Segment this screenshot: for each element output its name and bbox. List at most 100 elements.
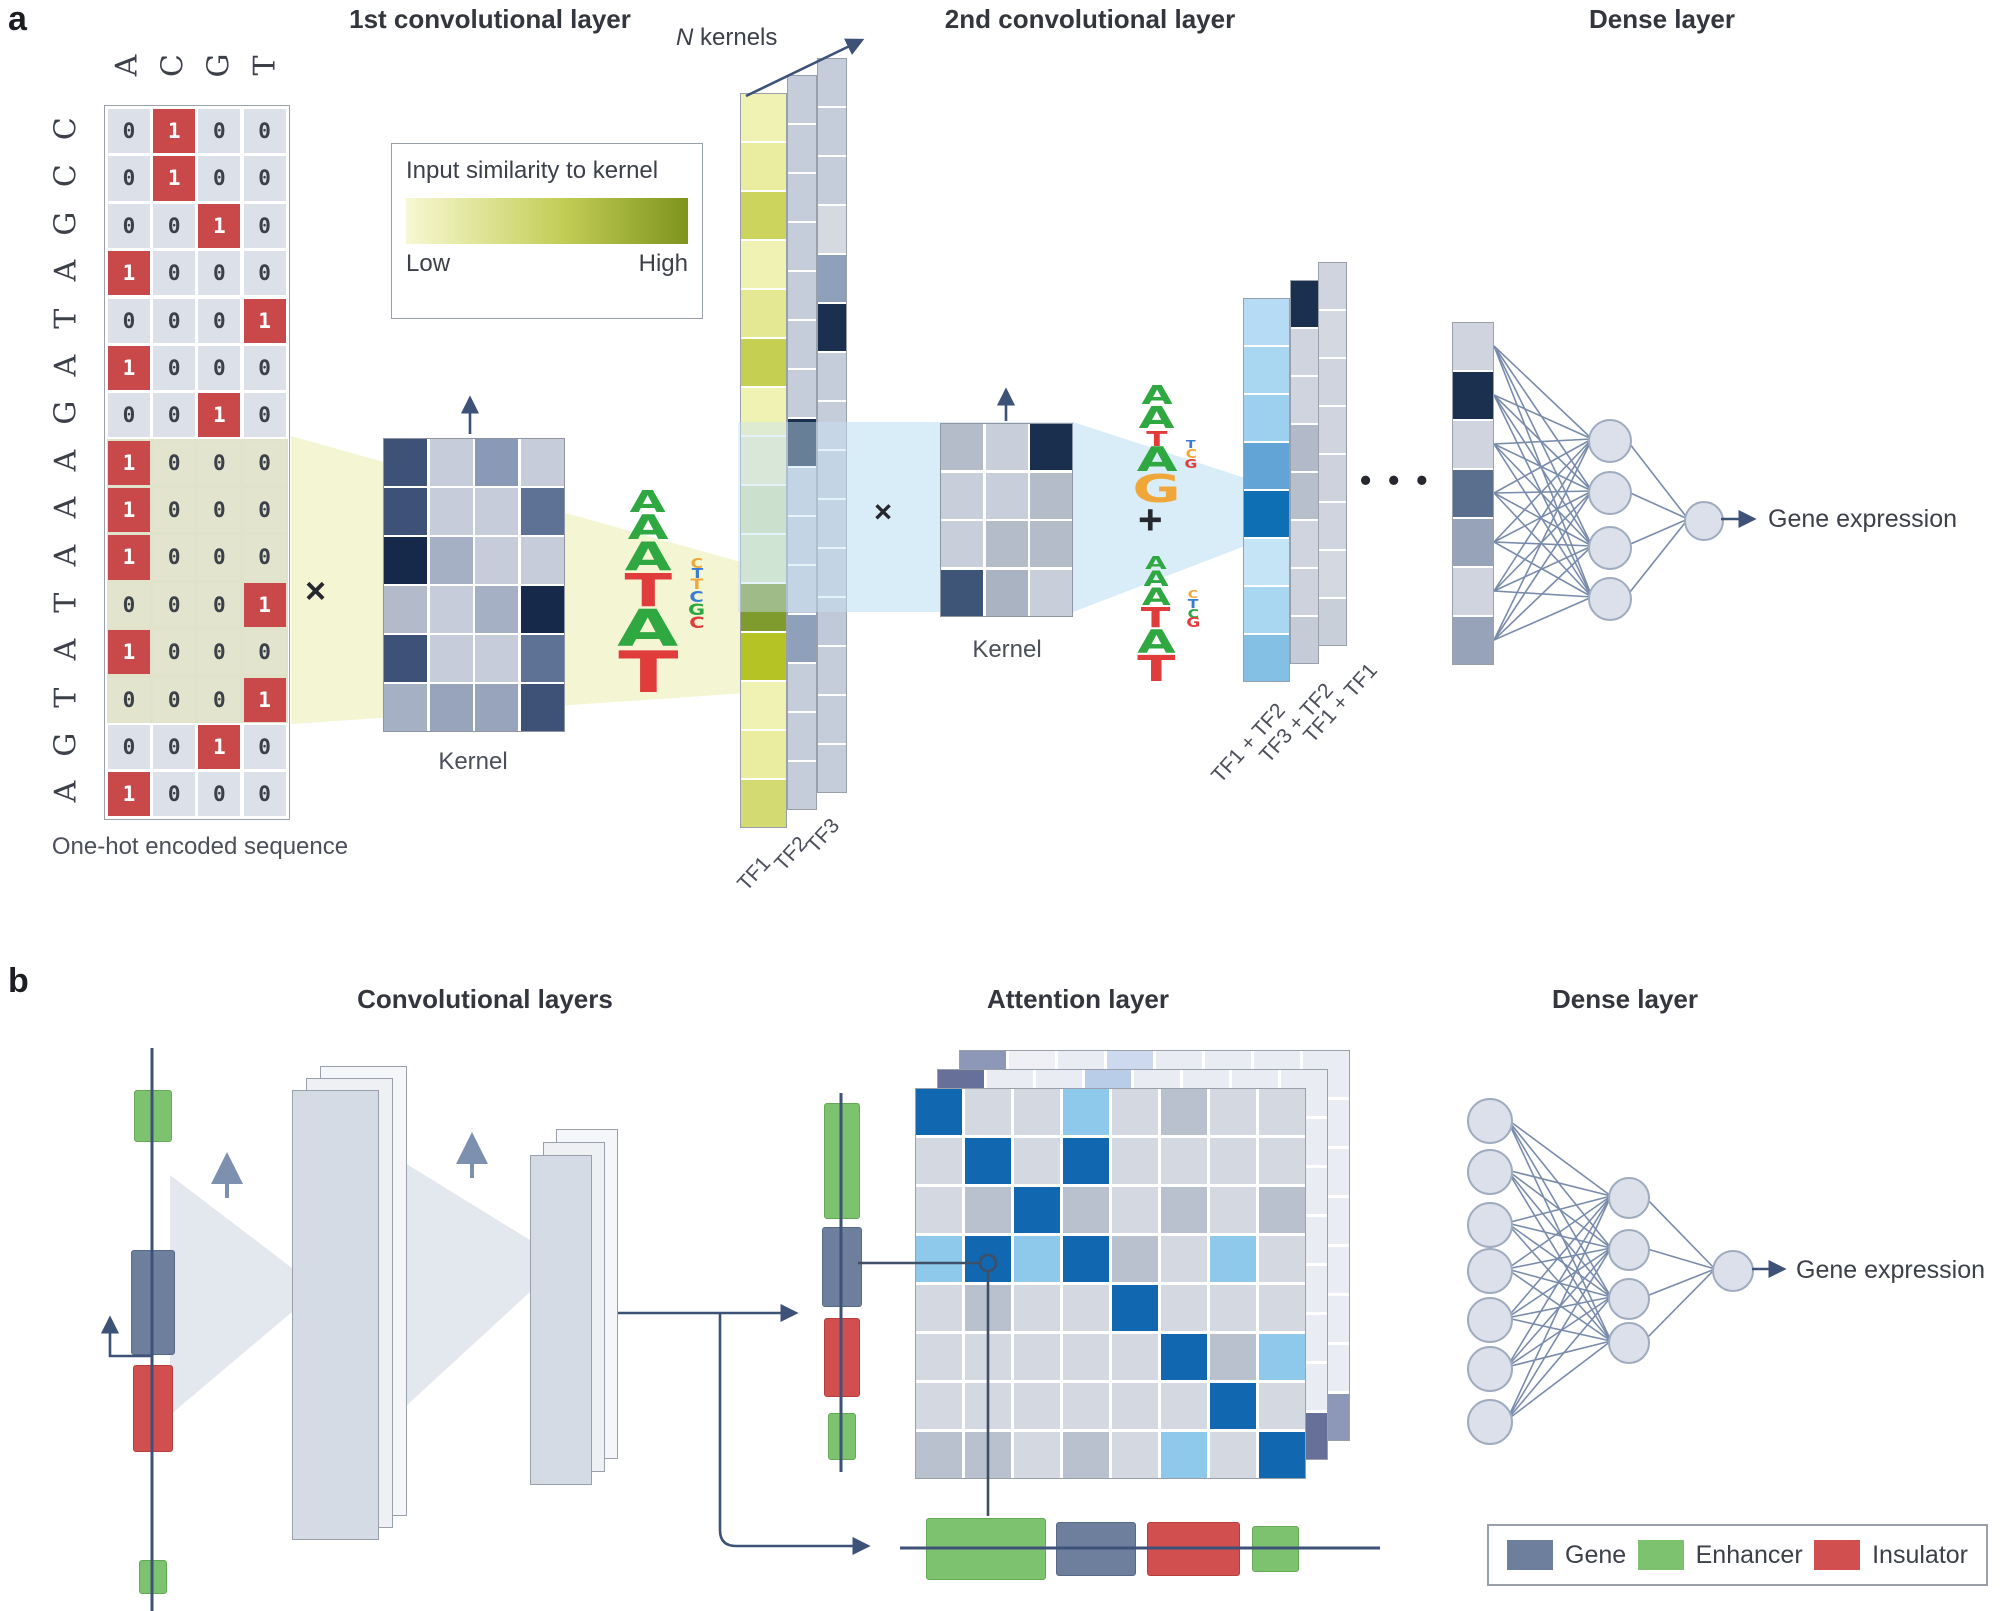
onehot-cell: 0 bbox=[198, 440, 241, 485]
grid-cell bbox=[1244, 634, 1289, 681]
grid-cell bbox=[1291, 472, 1318, 519]
onehot-cell: 1 bbox=[243, 582, 286, 627]
grid-cell bbox=[741, 730, 786, 778]
logo-letter: C bbox=[1188, 588, 1199, 601]
tf3-tf2-column bbox=[1290, 280, 1319, 664]
onehot-cell: 0 bbox=[243, 345, 286, 391]
grid-cell bbox=[1259, 1432, 1305, 1478]
grid-cell bbox=[1453, 371, 1493, 419]
grid-cell bbox=[1063, 1138, 1109, 1184]
sequence-letter: G bbox=[48, 401, 84, 426]
tf2-activation-column bbox=[787, 75, 817, 810]
logo-letter: T bbox=[1188, 597, 1199, 611]
grid-cell bbox=[818, 205, 846, 253]
dense-b-hidden-node-1 bbox=[1608, 1177, 1650, 1219]
grid-cell bbox=[1319, 263, 1346, 309]
dense-b-input-node-2 bbox=[1467, 1149, 1513, 1195]
enhancer-box-top bbox=[134, 1090, 172, 1142]
grid-cell bbox=[384, 439, 427, 486]
convb-beam-2 bbox=[405, 1163, 530, 1407]
logo-letter: A bbox=[1143, 567, 1169, 591]
n-kernels-label: N kernels bbox=[676, 24, 777, 52]
enhancer-swatch bbox=[1637, 1540, 1684, 1570]
logo-letter: G bbox=[1132, 467, 1182, 511]
dense-a-hidden-node-1 bbox=[1588, 419, 1632, 463]
grid-cell bbox=[788, 271, 816, 319]
grid-cell bbox=[1291, 424, 1318, 471]
onehot-cell: 1 bbox=[108, 535, 150, 580]
grid-cell bbox=[941, 569, 983, 616]
logo-letter: T bbox=[624, 564, 672, 617]
tf1-tf2-column bbox=[1243, 298, 1290, 682]
grid-cell bbox=[520, 586, 564, 633]
grid-cell bbox=[788, 516, 816, 564]
dense-b-hidden-node-3 bbox=[1608, 1278, 1650, 1320]
grid-cell bbox=[1259, 1383, 1305, 1429]
ellipsis-dots: • • • bbox=[1360, 462, 1432, 498]
dense-b-input-node-1 bbox=[1467, 1098, 1513, 1144]
legend-box: Gene Enhancer Insulator bbox=[1487, 1524, 1988, 1586]
grid-cell bbox=[1319, 550, 1346, 597]
grid-cell bbox=[1014, 1138, 1060, 1184]
grid-cell bbox=[818, 107, 846, 155]
logo-letter: A bbox=[624, 535, 672, 580]
gene-expression-label-a: Gene expression bbox=[1768, 505, 1958, 533]
grid-cell bbox=[788, 320, 816, 368]
title-conv-b: Convolutional layers bbox=[357, 984, 613, 1014]
onehot-cell: 0 bbox=[243, 488, 286, 533]
grid-cell bbox=[741, 94, 786, 141]
grid-cell bbox=[1453, 420, 1493, 468]
onehot-cell: 1 bbox=[243, 298, 286, 343]
grid-cell bbox=[916, 1089, 962, 1135]
gene-swatch bbox=[1507, 1540, 1553, 1570]
onehot-cell: 0 bbox=[153, 251, 196, 296]
grid-cell bbox=[1112, 1138, 1158, 1184]
onehot-cell: 0 bbox=[108, 724, 150, 770]
grid-cell bbox=[1063, 1285, 1109, 1331]
grid-cell bbox=[1210, 1187, 1256, 1233]
mini-enhancer-box bbox=[824, 1103, 860, 1219]
onehot-cell: 0 bbox=[198, 251, 241, 296]
grid-cell bbox=[916, 1236, 962, 1282]
legend-item-gene: Gene bbox=[1507, 1540, 1626, 1570]
similarity-legend-box: Input similarity to kernel Low High bbox=[391, 143, 703, 319]
dense-a-hidden-node-2 bbox=[1588, 471, 1632, 515]
grid-cell bbox=[965, 1334, 1011, 1380]
grid-cell bbox=[1244, 586, 1289, 633]
n-italic: N bbox=[676, 24, 694, 51]
sequence-letter: T bbox=[48, 308, 84, 329]
grid-cell bbox=[1453, 323, 1493, 370]
grid-cell bbox=[741, 534, 786, 582]
sequence-letter: A bbox=[48, 449, 84, 472]
plus-symbol: + bbox=[1138, 496, 1163, 543]
conv1-kernel-matrix bbox=[383, 438, 565, 732]
logo-letter: A bbox=[627, 508, 669, 548]
onehot-cell: 0 bbox=[243, 393, 286, 438]
grid-cell bbox=[818, 597, 846, 645]
onehot-cell: 0 bbox=[243, 440, 286, 485]
onehot-cell: 1 bbox=[108, 772, 150, 817]
kernels-text: kernels bbox=[693, 24, 778, 51]
grid-cell bbox=[520, 684, 564, 731]
legend-item-insulator: Insulator bbox=[1814, 1540, 1968, 1570]
onehot-cell: 0 bbox=[243, 630, 286, 675]
mini-gene-box bbox=[822, 1227, 862, 1307]
logo-letter: C bbox=[689, 613, 705, 632]
onehot-cell: 0 bbox=[153, 393, 196, 438]
grid-cell bbox=[965, 1236, 1011, 1282]
sequence-letter: T bbox=[48, 687, 84, 708]
hseq-enhancer-box bbox=[926, 1518, 1046, 1580]
grid-cell bbox=[741, 191, 786, 239]
grid-cell bbox=[1259, 1334, 1305, 1380]
onehot-cell: 0 bbox=[153, 298, 196, 343]
insulator-box-main bbox=[133, 1365, 173, 1452]
onehot-cell: 0 bbox=[153, 345, 196, 391]
onehot-cell: 0 bbox=[198, 156, 241, 201]
logo-letter: A bbox=[1141, 381, 1173, 411]
similarity-low-label: Low bbox=[406, 250, 451, 277]
grid-cell bbox=[1244, 299, 1289, 345]
grid-cell bbox=[429, 684, 473, 731]
